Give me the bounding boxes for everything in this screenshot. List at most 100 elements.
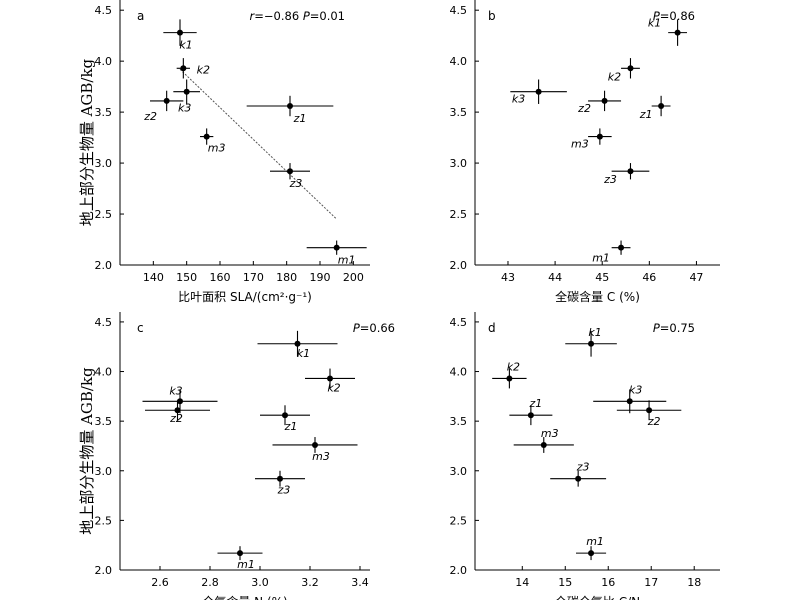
x-tick-label: 3.2 — [301, 576, 319, 589]
y-tick-label: 3.0 — [95, 157, 113, 170]
x-tick-label: 15 — [558, 576, 572, 589]
panel-a: 2.0 2.5 3.0 3.5 4.0 4.5 140 150 160 170 180 190 200 比… — [78, 0, 370, 304]
y-tick-label: 3.0 — [450, 465, 468, 478]
data-point-label: k1 — [297, 347, 310, 360]
x-axis-title: 比叶面积 SLA/(cm²·g⁻¹) — [178, 290, 312, 304]
data-point-label: k1 — [588, 326, 601, 339]
data-point-m1: m1 — [592, 240, 631, 265]
x-tick-label: 180 — [276, 271, 297, 284]
x-tick-label: 16 — [601, 576, 615, 589]
data-point-marker — [588, 550, 595, 557]
data-point-k3: k3 — [593, 383, 667, 414]
data-point-z2: z2 — [143, 90, 184, 123]
data-point-k2: k2 — [492, 360, 527, 389]
data-point-label: z1 — [293, 112, 307, 125]
data-point-z1: z1 — [260, 405, 310, 433]
data-point-marker — [535, 88, 542, 95]
data-point-label: z1 — [284, 420, 298, 433]
data-point-label: m1 — [237, 558, 255, 571]
data-point-k3: k3 — [173, 79, 200, 115]
data-point-m3: m3 — [200, 128, 226, 155]
data-point-k1: k1 — [163, 19, 197, 52]
data-point-marker — [327, 375, 333, 382]
data-point-label: z2 — [169, 412, 183, 425]
x-tick-label: 18 — [687, 576, 701, 589]
y-tick-label: 4.0 — [450, 366, 468, 379]
panel-d: 2.0 2.5 3.0 3.5 4.0 4.5 14 15 16 17 18 全碳全氮比 C/N d P=… — [450, 312, 720, 600]
panel-c: 2.0 2.5 3.0 3.5 4.0 4.5 2.6 2.8 3.0 3.2 3.4 全氮含量 N … — [78, 312, 395, 600]
data-point-label: z3 — [603, 173, 617, 186]
stat-value: =0.75 — [660, 321, 695, 335]
x-tick-label: 190 — [310, 271, 331, 284]
data-point-marker — [588, 340, 595, 347]
data-point-z3: z3 — [550, 461, 607, 487]
data-point-marker — [626, 398, 633, 405]
x-tick-label: 46 — [642, 271, 656, 284]
data-point-z2: z2 — [577, 90, 622, 115]
stat-value: =0.01 — [310, 9, 345, 23]
data-point-marker — [177, 398, 183, 405]
stat-annotation: P=0.75 — [653, 321, 695, 335]
stat-value: =−0.86 — [254, 9, 303, 23]
data-point-marker — [282, 412, 288, 419]
y-tick-label: 4.0 — [95, 55, 113, 68]
data-point-marker — [627, 65, 634, 72]
data-point-z2: z2 — [145, 400, 210, 425]
data-point-marker — [596, 133, 603, 140]
y-tick-label: 3.0 — [450, 157, 468, 170]
y-tick-label: 3.5 — [450, 106, 468, 119]
x-tick-label: 47 — [689, 271, 703, 284]
data-point-z3: z3 — [603, 163, 650, 186]
stat-symbol: r — [250, 9, 256, 23]
y-tick-label: 3.0 — [95, 465, 113, 478]
data-point-marker — [237, 550, 243, 557]
y-tick-label: 2.5 — [95, 208, 113, 221]
data-point-marker — [277, 475, 283, 482]
y-tick-label: 3.5 — [95, 415, 113, 428]
data-point-marker — [287, 168, 293, 175]
data-point-label: k3 — [169, 384, 182, 397]
data-point-marker — [333, 244, 340, 251]
data-point-label: z3 — [289, 177, 303, 190]
data-point-marker — [646, 407, 653, 414]
data-point-label: k2 — [507, 360, 520, 373]
data-point-m1: m1 — [217, 546, 263, 571]
panel-b: 2.0 2.5 3.0 3.5 4.0 4.5 43 44 45 46 47 全碳含量 C (%) b P… — [450, 0, 720, 304]
x-tick-label: 43 — [501, 271, 515, 284]
x-axis-title: 全碳全氮比 C/N — [555, 594, 640, 600]
data-point-z1: z1 — [246, 95, 334, 125]
x-axis-title: 全氮含量 N (%) — [202, 594, 287, 600]
stat-annotation: P=0.66 — [353, 321, 395, 335]
data-point-label: z2 — [647, 415, 661, 428]
data-point-label: m1 — [338, 254, 356, 267]
data-point-label: k3 — [629, 383, 642, 396]
data-point-marker — [527, 412, 534, 419]
data-point-marker — [618, 244, 625, 251]
y-tick-label: 2.0 — [450, 259, 468, 272]
data-point-marker — [658, 103, 665, 109]
panel-letter: c — [137, 321, 144, 335]
x-tick-label: 14 — [515, 576, 529, 589]
data-point-marker — [312, 441, 318, 448]
stat-symbol: P — [303, 9, 310, 23]
y-tick-label: 2.0 — [95, 564, 113, 577]
y-tick-label: 2.0 — [95, 259, 113, 272]
panel-letter: b — [488, 9, 496, 23]
y-axis-title: 地上部分生物量 AGB/kg — [78, 58, 96, 226]
data-point-marker — [540, 441, 547, 448]
data-point-z2: z2 — [616, 400, 682, 428]
data-point-marker — [203, 133, 210, 140]
data-point-marker — [627, 168, 634, 175]
data-point-k1: k1 — [257, 330, 338, 360]
data-point-label: m1 — [586, 535, 604, 548]
x-tick-label: 160 — [210, 271, 231, 284]
data-point-label: k1 — [648, 17, 661, 30]
data-point-marker — [287, 103, 293, 109]
y-tick-label: 4.5 — [95, 4, 113, 17]
stat-symbol: P — [653, 9, 660, 23]
data-point-marker — [294, 340, 301, 347]
data-point-label: m3 — [541, 427, 559, 440]
data-point-label: z1 — [528, 397, 542, 410]
data-point-k1: k1 — [648, 17, 688, 46]
